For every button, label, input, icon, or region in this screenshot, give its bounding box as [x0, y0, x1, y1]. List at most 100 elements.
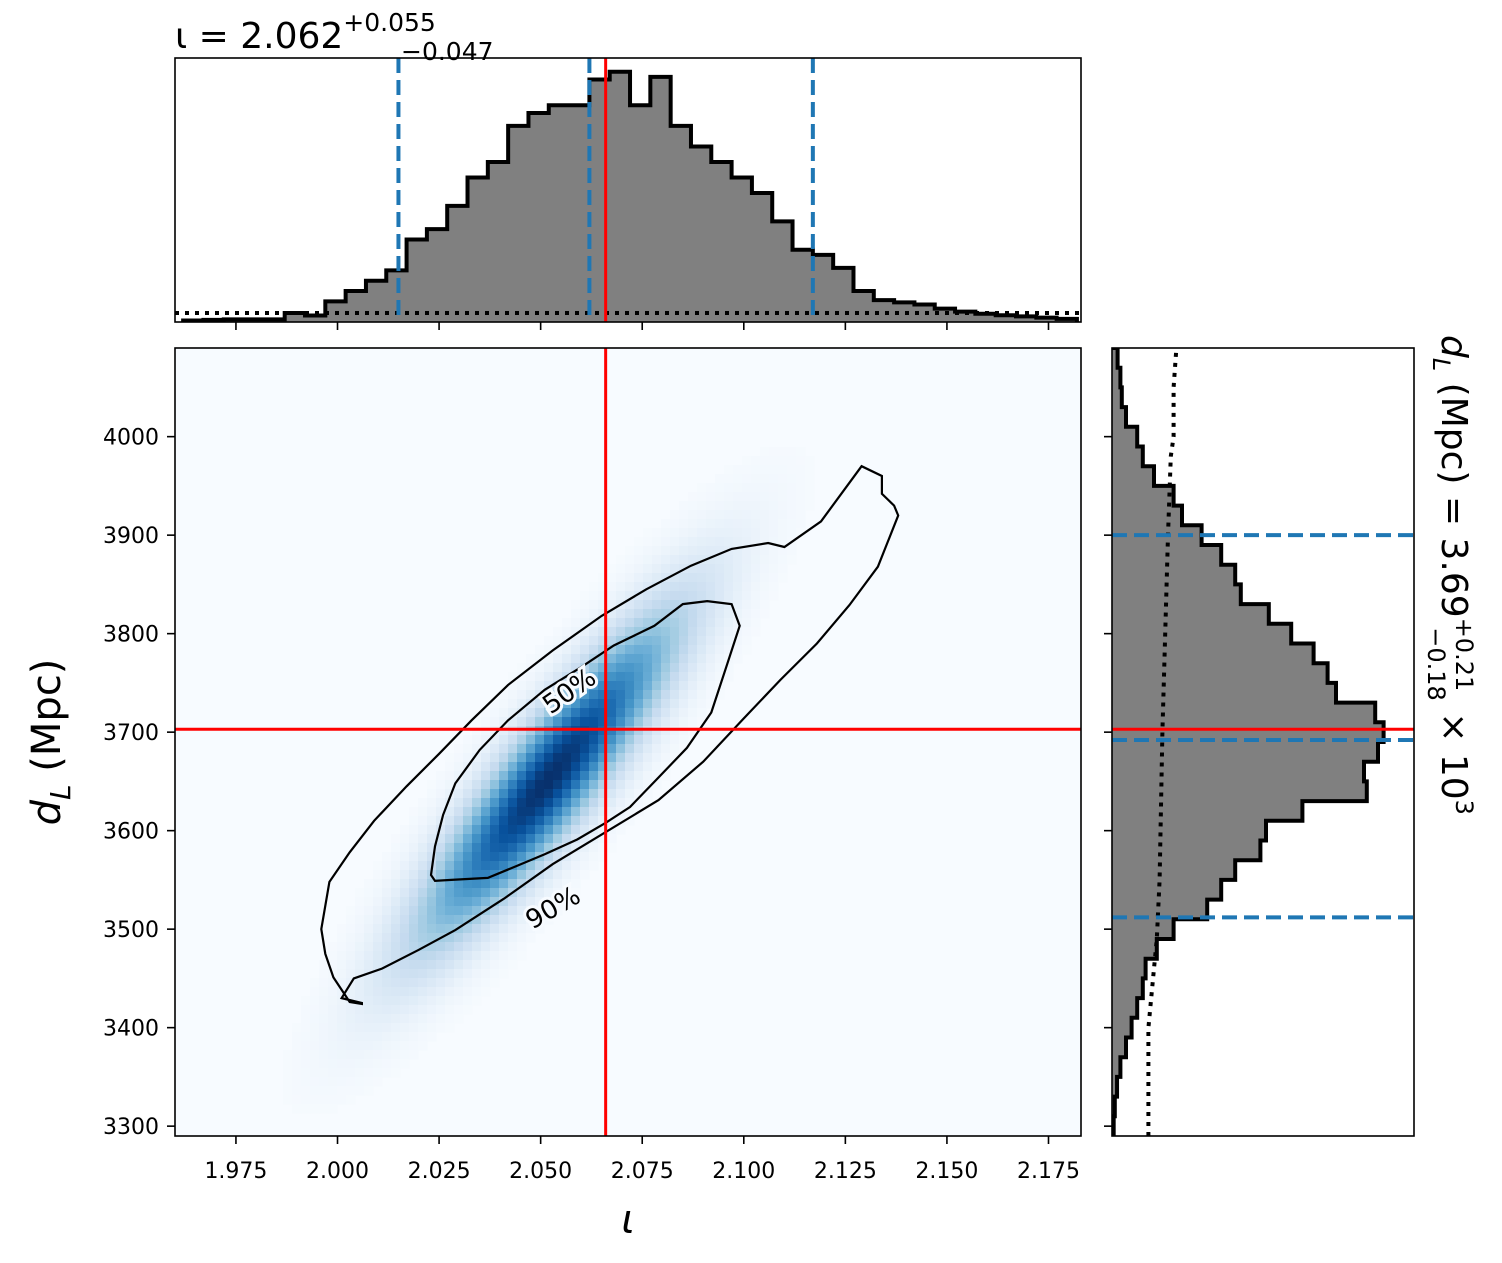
density-cell	[778, 573, 788, 583]
density-cell	[490, 843, 500, 853]
density-cell	[670, 564, 680, 574]
density-cell	[625, 573, 635, 583]
density-cell	[535, 825, 545, 835]
density-cell	[373, 996, 383, 1006]
density-cell	[625, 600, 635, 610]
density-cell	[562, 861, 572, 871]
density-cell	[715, 510, 725, 520]
density-cell	[391, 915, 401, 925]
density-cell	[697, 591, 707, 601]
density-cell	[805, 474, 815, 484]
density-cell	[706, 681, 716, 691]
density-cell	[490, 933, 500, 943]
density-cell	[436, 798, 446, 808]
density-cell	[616, 726, 626, 736]
density-cell	[625, 699, 635, 709]
density-cell	[598, 852, 608, 862]
density-cell	[580, 717, 590, 727]
density-cell	[679, 519, 689, 529]
density-cell	[688, 510, 698, 520]
density-cell	[418, 915, 428, 925]
density-cell	[535, 672, 545, 682]
density-cell	[463, 888, 473, 898]
density-cell	[625, 762, 635, 772]
density-cell	[292, 1077, 302, 1087]
density-cell	[373, 924, 383, 934]
density-cell	[634, 789, 644, 799]
density-cell	[652, 555, 662, 565]
density-cell	[454, 807, 464, 817]
density-cell	[589, 861, 599, 871]
density-cell	[769, 465, 779, 475]
density-cell	[481, 726, 491, 736]
density-cell	[751, 465, 761, 475]
density-cell	[589, 582, 599, 592]
density-cell	[319, 960, 329, 970]
density-cell	[409, 924, 419, 934]
density-cell	[355, 888, 365, 898]
density-cell	[463, 924, 473, 934]
density-cell	[652, 762, 662, 772]
density-cell	[589, 708, 599, 718]
density-cell	[301, 1005, 311, 1015]
density-cell	[571, 600, 581, 610]
density-cell	[697, 717, 707, 727]
density-cell	[463, 870, 473, 880]
top-title-main: ι = 2.062	[175, 16, 343, 57]
density-cell	[679, 528, 689, 538]
density-cell	[400, 834, 410, 844]
density-cell	[571, 627, 581, 637]
density-cell	[391, 1068, 401, 1078]
density-cell	[625, 582, 635, 592]
density-cell	[517, 888, 527, 898]
density-cell	[733, 573, 743, 583]
density-cell	[679, 510, 689, 520]
density-cell	[427, 852, 437, 862]
density-cell	[589, 672, 599, 682]
density-cell	[517, 708, 527, 718]
density-cell	[733, 474, 743, 484]
density-cell	[490, 888, 500, 898]
density-cell	[652, 708, 662, 718]
density-cell	[409, 906, 419, 916]
density-cell	[481, 807, 491, 817]
density-cell	[319, 1032, 329, 1042]
right-title-sub: −0.18	[1422, 627, 1450, 701]
density-cell	[346, 951, 356, 961]
density-cell	[652, 582, 662, 592]
density-cell	[571, 861, 581, 871]
density-cell	[553, 870, 563, 880]
density-cell	[337, 996, 347, 1006]
density-cell	[463, 897, 473, 907]
density-cell	[661, 726, 671, 736]
density-cell	[328, 1104, 338, 1114]
density-cell	[796, 528, 806, 538]
density-cell	[454, 861, 464, 871]
density-cell	[706, 492, 716, 502]
density-cell	[544, 780, 554, 790]
density-cell	[445, 852, 455, 862]
density-cell	[292, 1050, 302, 1060]
density-cell	[436, 915, 446, 925]
density-cell	[346, 1023, 356, 1033]
density-cell	[301, 1032, 311, 1042]
density-cell	[742, 609, 752, 619]
density-cell	[355, 1059, 365, 1069]
density-cell	[778, 510, 788, 520]
density-cell	[400, 1023, 410, 1033]
density-cell	[571, 807, 581, 817]
density-cell	[589, 663, 599, 673]
density-cell	[346, 969, 356, 979]
density-cell	[463, 771, 473, 781]
density-cell	[382, 852, 392, 862]
density-cell	[400, 1041, 410, 1051]
density-cell	[616, 744, 626, 754]
density-cell	[454, 852, 464, 862]
density-cell	[319, 1041, 329, 1051]
density-cell	[688, 609, 698, 619]
density-cell	[292, 1086, 302, 1096]
density-cell	[391, 1050, 401, 1060]
right-y-ticks	[1104, 435, 1112, 1127]
density-cell	[481, 879, 491, 889]
density-cell	[643, 546, 653, 556]
